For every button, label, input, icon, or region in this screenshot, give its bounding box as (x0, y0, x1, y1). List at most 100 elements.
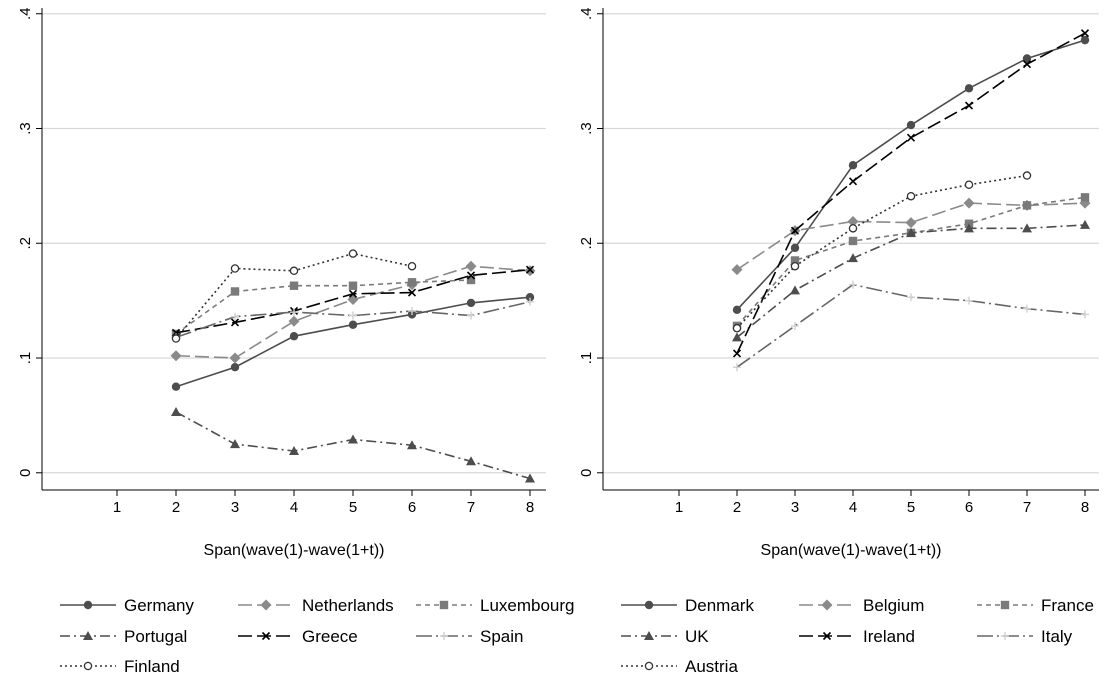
series-line (736, 174, 1028, 329)
data-point (905, 217, 917, 229)
data-point (525, 473, 535, 483)
data-point (731, 264, 743, 276)
data-point (964, 180, 974, 189)
data-point (1080, 193, 1090, 202)
legend-item: Germany (60, 596, 194, 615)
data-point (348, 281, 358, 290)
data-point (1022, 60, 1032, 69)
data-point (848, 161, 858, 170)
y-tick-label: .1 (578, 352, 595, 365)
data-point (348, 320, 358, 329)
data-point (790, 285, 800, 295)
data-point (524, 265, 536, 277)
data-point (963, 197, 975, 209)
legend-marker (644, 661, 654, 671)
data-point (1022, 171, 1032, 180)
x-tick-label: 1 (675, 499, 683, 516)
legend-marker (440, 632, 448, 640)
data-point (965, 296, 973, 305)
legend-item: Belgium (799, 596, 924, 615)
legend-item: Portugal (60, 627, 187, 646)
legend-marker (644, 631, 654, 640)
x-tick-label: 4 (290, 499, 298, 516)
data-point (465, 260, 477, 272)
data-point (1081, 310, 1089, 319)
series-portugal (171, 406, 535, 483)
legend-item: Finland (60, 657, 180, 676)
data-point (732, 323, 742, 333)
data-point (849, 280, 857, 289)
legend-marker (439, 600, 449, 610)
x-tick-label: 3 (791, 499, 799, 516)
y-tick-label: 0 (578, 469, 595, 477)
series-austria (732, 171, 1032, 333)
x-tick-label: 5 (907, 499, 915, 516)
legend-label: Italy (1041, 627, 1073, 646)
series-finland (171, 249, 417, 343)
x-axis-title: Span(wave(1)-wave(1+t)) (204, 542, 385, 559)
data-point (848, 224, 858, 233)
legend-item: UK (621, 627, 709, 646)
y-tick-label: .2 (17, 237, 34, 250)
legend-label: UK (685, 627, 709, 646)
legend-label: Ireland (863, 627, 915, 646)
legend-item: Netherlands (238, 596, 394, 615)
data-point (732, 349, 742, 358)
legend-item: Denmark (621, 596, 754, 615)
legend-marker (261, 631, 271, 641)
legend-item: Italy (977, 627, 1073, 646)
legend-item: Luxembourg (416, 596, 575, 615)
data-point (733, 363, 741, 372)
data-point (289, 266, 299, 276)
x-tick-label: 7 (467, 499, 475, 516)
data-point (230, 264, 240, 273)
data-point (964, 223, 974, 233)
series-italy (733, 280, 1089, 372)
legend-label: Austria (685, 657, 738, 676)
legend-marker (83, 631, 93, 640)
legend-label: Germany (124, 596, 194, 615)
data-point (1080, 29, 1090, 38)
data-point (466, 298, 476, 308)
legend-label: Luxembourg (480, 596, 575, 615)
data-point (732, 332, 742, 342)
data-point (906, 227, 916, 237)
legend-label: France (1041, 596, 1094, 615)
data-point (230, 363, 240, 372)
data-point (1080, 219, 1090, 229)
data-point (171, 382, 181, 391)
legend-label: Netherlands (302, 596, 394, 615)
legend-item: Ireland (799, 627, 915, 646)
data-point (289, 332, 299, 341)
y-tick-label: .2 (578, 237, 595, 250)
legend-marker (644, 600, 654, 610)
y-tick-label: .1 (17, 352, 34, 365)
legend-label: Spain (480, 627, 523, 646)
data-point (1023, 304, 1031, 313)
data-point (230, 439, 240, 449)
x-tick-label: 3 (231, 499, 239, 516)
data-point (964, 101, 974, 110)
legend-marker (821, 599, 833, 611)
data-point (407, 261, 417, 271)
data-point (1022, 223, 1032, 233)
data-point (348, 434, 358, 444)
data-point (964, 84, 974, 93)
series-uk (732, 219, 1090, 342)
legend-item: Spain (416, 627, 523, 646)
data-point (906, 120, 916, 130)
data-point (791, 321, 799, 330)
chart-panel-2: 0 .1 .2 .3 .4 1 2 3 4 5 6 7 8 Span(wave(1)-wave(1+t))… (578, 7, 1099, 676)
data-point (170, 350, 182, 362)
legend-marker (1000, 600, 1010, 610)
x-tick-label: 2 (172, 499, 180, 516)
data-point (171, 406, 181, 416)
data-point (466, 456, 476, 466)
data-point (230, 287, 240, 296)
data-point (407, 278, 417, 287)
legend-marker (260, 599, 272, 611)
legend-label: Portugal (124, 627, 187, 646)
data-point (790, 243, 800, 253)
legend-marker (83, 661, 93, 671)
